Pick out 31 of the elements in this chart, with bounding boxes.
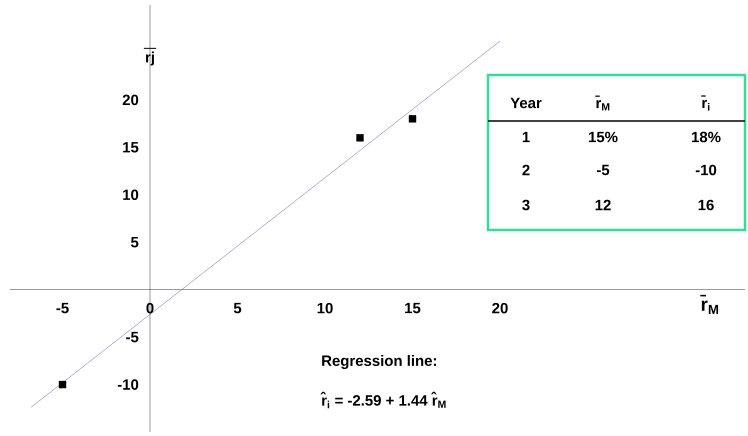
y-tick-label: 15 [123,142,138,153]
annotation: r̄$_{M}$ [595,96,610,110]
annotation: -10 [696,164,716,176]
annotation: -5 [596,164,610,176]
annotation: Year [510,98,542,108]
y-tick-label: 5 [130,237,138,248]
annotation: r̂$_{i}$ = -2.59 + 1.44 r̂$_{M}$ [320,392,446,408]
annotation: r̄$_{i}$ [701,95,710,111]
annotation: 18% [692,132,721,142]
x-tick-label: 15 [405,302,420,314]
point [356,134,364,142]
point [58,380,66,388]
y-tick-label: 10 [123,189,138,200]
x-tick-label: 5 [234,302,242,314]
annotation: Regression line: [322,355,436,369]
point [408,115,416,123]
annotation: 2 [522,164,530,176]
x-tick-label: 10 [318,302,333,314]
y-axis-title: rj [146,52,154,66]
annotation: 12 [596,200,611,210]
annotation: 16 [698,200,714,210]
annotation: 3 [522,200,530,210]
x-tick-label: 0 [146,302,154,314]
y-tick-label: -5 [126,332,138,342]
x-tick-label: 20 [492,302,508,314]
annotation: 15% [588,132,618,142]
annotation: 1 [522,132,530,142]
x-tick-label: -5 [56,302,69,314]
x-axis-title: r̄$_{M}$ [700,294,718,314]
y-tick-label: -10 [118,379,138,390]
y-tick-label: 20 [122,94,138,106]
